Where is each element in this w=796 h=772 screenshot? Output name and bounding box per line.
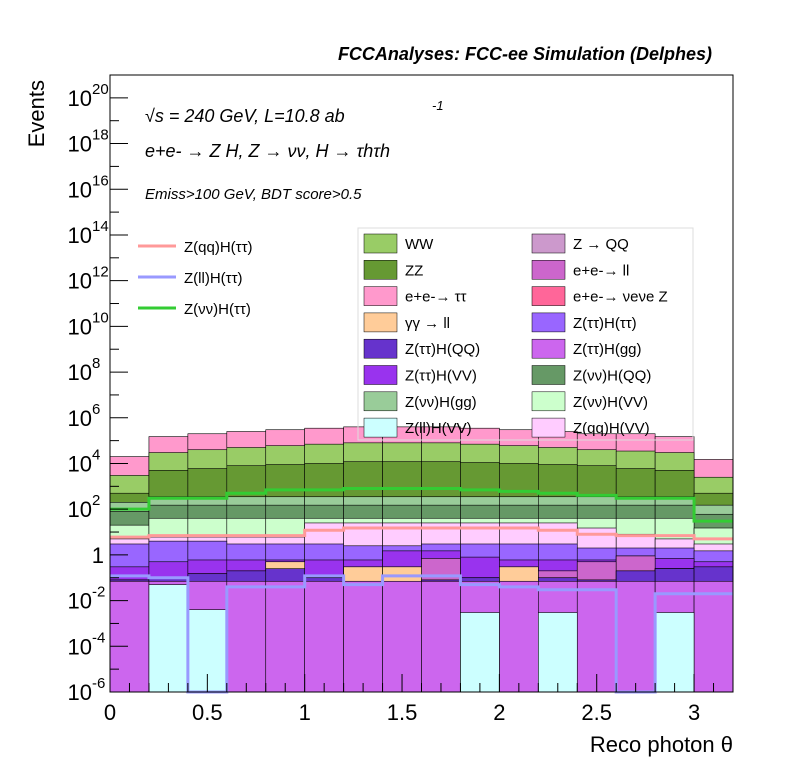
- x-tick-label: 0: [104, 700, 116, 725]
- y-tick-label: 10: [68, 86, 92, 111]
- legend-label: WW: [405, 236, 434, 253]
- y-tick-exponent: 4: [92, 446, 100, 463]
- process-annotation: e+e- → Z H, Z → νν, H → τhτh: [145, 141, 390, 161]
- legend-label: Z(νν)H(ττ): [184, 301, 251, 318]
- legend-swatch-z-h-qq: [531, 365, 566, 385]
- legend-label: Z(ττ)H(gg): [573, 341, 642, 358]
- y-tick-label: 10: [68, 177, 92, 202]
- energy-exponent: -1: [432, 98, 444, 113]
- bar-z-ll-h-vv-14: [654, 612, 695, 693]
- y-tick-label: 10: [68, 589, 92, 614]
- bar-z-ll-h-vv-9: [460, 612, 500, 693]
- legend-swatch-zz: [363, 260, 398, 280]
- line-z-qq-h: [110, 526, 733, 541]
- legend-swatch-z-h-vv: [531, 391, 566, 412]
- legend-swatch-z-ll-h-vv: [363, 417, 398, 438]
- legend-label: Z(ll)H(ττ): [184, 270, 243, 287]
- energy-annotation: √s = 240 GeV, L=10.8 ab: [145, 106, 345, 126]
- y-tick-exponent: -4: [92, 629, 105, 646]
- y-tick-exponent: 16: [92, 172, 109, 189]
- y-tick-exponent: -6: [92, 675, 105, 692]
- y-tick-exponent: 20: [92, 81, 109, 98]
- legend-swatch-e-e-ll: [531, 260, 566, 280]
- stacked-histograms: [109, 426, 734, 693]
- legend-label: γγ → ll: [405, 315, 450, 332]
- x-tick-label: 2.5: [581, 700, 612, 725]
- legend-label: e+e-→ ττ: [405, 289, 467, 306]
- legend-swatch-z-h-gg: [531, 338, 566, 359]
- y-tick-label: 1: [92, 543, 104, 568]
- legend-label: Z(νν)H(gg): [405, 394, 477, 411]
- x-tick-label: 1.5: [387, 700, 418, 725]
- y-tick-exponent: 8: [92, 355, 100, 372]
- bar-z-h-gg-10: [499, 580, 539, 693]
- y-tick-exponent: -2: [92, 584, 105, 601]
- legend-label: Z(qq)H(ττ): [184, 239, 253, 256]
- y-tick-label: 10: [68, 132, 92, 157]
- legend-label: Z(ττ)H(QQ): [405, 341, 480, 358]
- line-z-h: [110, 487, 733, 523]
- legend-swatch-z-h: [531, 312, 566, 333]
- y-tick-exponent: 18: [92, 127, 109, 144]
- x-tick-label: 1: [299, 700, 311, 725]
- legend-label: Z → QQ: [573, 236, 629, 253]
- bar-z-h-gg-13: [615, 580, 656, 693]
- legend-label: e+e-→ ll: [573, 262, 629, 279]
- legend-swatch-e-e: [363, 286, 398, 306]
- x-tick-label: 2: [493, 700, 505, 725]
- legend-swatch-ll: [363, 312, 398, 333]
- y-tick-label: 10: [68, 497, 92, 522]
- y-axis-label: Events: [24, 80, 49, 147]
- legend-swatch-z-h-gg: [363, 391, 398, 412]
- y-tick-exponent: 10: [92, 309, 109, 326]
- x-tick-label: 3: [688, 700, 700, 725]
- legend-label: Z(νν)H(VV): [573, 394, 648, 411]
- y-tick-label: 10: [68, 360, 92, 385]
- legend-swatch-e-e-e-e-z: [531, 286, 566, 306]
- y-tick-exponent: 12: [92, 264, 109, 281]
- legend-swatch-z-h-vv: [363, 365, 398, 385]
- y-tick-label: 10: [68, 451, 92, 476]
- legend-swatch-z-qq: [531, 233, 566, 254]
- legend-label: Z(νν)H(QQ): [573, 368, 651, 385]
- selection-annotation: Emiss>100 GeV, BDT score>0.5: [145, 186, 362, 203]
- legend-label: Z(ττ)H(ττ): [573, 315, 637, 332]
- x-tick-label: 0.5: [192, 700, 223, 725]
- y-tick-exponent: 6: [92, 401, 100, 418]
- bar-z-h-gg-6: [343, 580, 383, 693]
- legend-label: e+e-→ νeνe Z: [573, 289, 668, 306]
- chart-title: FCCAnalyses: FCC-ee Simulation (Delphes): [338, 44, 712, 64]
- y-tick-label: 10: [68, 223, 92, 248]
- legend-swatch-z-h-qq: [363, 338, 398, 359]
- bar-z-h-gg-0: [109, 580, 150, 693]
- y-tick-label: 10: [68, 680, 92, 705]
- legend-swatch-z-qq-h-vv: [531, 417, 566, 438]
- legend: Z(qq)H(ττ) Z(ll)H(ττ) Z(νν)H(ττ) WW ZZ e+e-→ …: [138, 227, 694, 441]
- bar-z-h-gg-5: [304, 580, 344, 693]
- bar-z-ll-h-vv-1: [148, 584, 189, 693]
- y-tick-label: 10: [68, 406, 92, 431]
- y-tick-exponent: 2: [92, 492, 100, 509]
- legend-label: Z(ll)H(VV): [405, 420, 472, 437]
- bar-z-h-gg-8: [421, 580, 461, 693]
- legend-label: Z(qq)H(VV): [573, 420, 650, 437]
- bar-z-h-gg-7: [382, 580, 422, 693]
- y-tick-exponent: 14: [92, 218, 109, 235]
- legend-label: ZZ: [405, 262, 423, 279]
- y-tick-label: 10: [68, 314, 92, 339]
- legend-swatch-ww: [363, 233, 398, 254]
- bar-z-h-gg-3: [226, 580, 267, 693]
- y-tick-label: 10: [68, 634, 92, 659]
- x-axis-label: Reco photon θ: [590, 732, 733, 757]
- legend-label: Z(ττ)H(VV): [405, 368, 477, 385]
- y-tick-label: 10: [68, 269, 92, 294]
- legend-box: [357, 227, 694, 441]
- bar-z-ll-h-vv-11: [538, 612, 578, 693]
- bar-z-h-gg-4: [265, 580, 305, 693]
- bar-z-h-gg-15: [693, 580, 734, 693]
